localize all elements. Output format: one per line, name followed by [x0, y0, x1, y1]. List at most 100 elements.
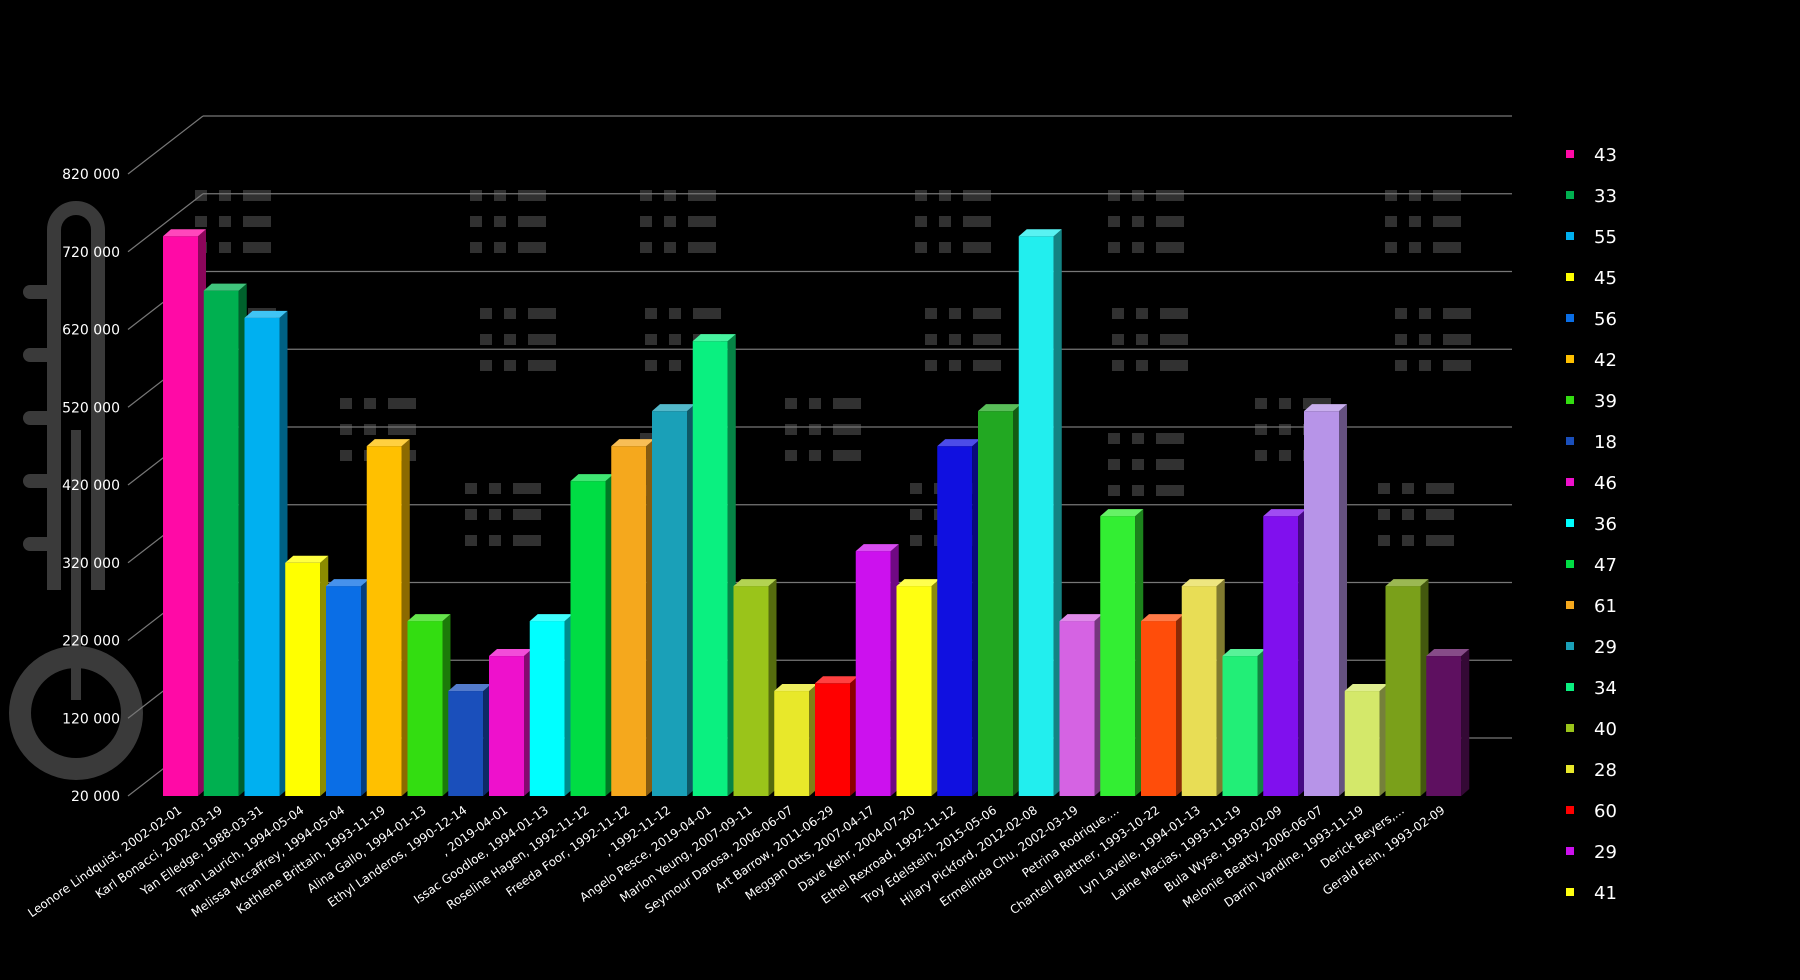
background-pattern-block	[1378, 535, 1390, 546]
bar	[285, 555, 329, 796]
bar-front	[285, 562, 321, 796]
grid-diagonal	[127, 193, 204, 253]
background-pattern-block	[513, 483, 541, 494]
background-pattern-block	[504, 308, 516, 319]
background-pattern-block	[1132, 216, 1144, 227]
legend-label: 45	[1594, 268, 1617, 289]
background-pattern-block	[1426, 483, 1454, 494]
background-pattern-block	[1156, 433, 1184, 444]
background-pattern-block	[1378, 483, 1390, 494]
bar	[1426, 649, 1470, 796]
legend-swatch	[1566, 765, 1574, 773]
bar	[611, 439, 655, 796]
legend-item: 60	[1566, 801, 1617, 822]
legend-swatch	[1566, 150, 1574, 158]
background-pattern-block	[364, 424, 376, 435]
legend-swatch	[1566, 683, 1574, 691]
background-pattern-block	[1108, 485, 1120, 496]
bar-front	[570, 481, 606, 796]
background-pattern-block	[1385, 190, 1397, 201]
background-pattern-block	[963, 216, 991, 227]
bar-front	[1059, 621, 1095, 796]
legend-label: 39	[1594, 391, 1617, 412]
background-pattern-block	[388, 398, 416, 409]
bar-front	[1344, 691, 1380, 796]
background-pattern-block	[939, 190, 951, 201]
bar-top	[1059, 614, 1103, 622]
bar-top	[326, 579, 369, 587]
y-tick-label: 720 000	[62, 245, 120, 261]
bar-top	[937, 439, 981, 447]
background-pattern-block	[693, 308, 721, 319]
legend-swatch	[1566, 806, 1574, 814]
background-pattern-block	[494, 242, 506, 253]
background-pattern-block	[1279, 398, 1291, 409]
bar-front	[1222, 656, 1258, 796]
bar	[448, 684, 492, 796]
background-pattern-block	[1132, 433, 1144, 444]
background-pattern-block	[528, 308, 556, 319]
background-pattern-block	[1156, 216, 1184, 227]
bar-front	[366, 446, 402, 796]
background-pattern-block	[1112, 334, 1124, 345]
background-pattern-block	[219, 216, 231, 227]
background-pattern-block	[688, 190, 716, 201]
y-tick-label: 820 000	[62, 167, 120, 183]
bar-top	[570, 474, 614, 482]
background-pattern-block	[1108, 216, 1120, 227]
legend-item: 18	[1566, 432, 1617, 453]
legend-item: 36	[1566, 514, 1617, 535]
bar-front	[774, 691, 810, 796]
bar-front	[611, 446, 647, 796]
background-pattern-block	[910, 509, 922, 520]
legend-label: 46	[1594, 473, 1617, 494]
y-axis-ticks: 20 000 120 000 220 000 320 000 420 000 520 00…	[62, 167, 120, 805]
background-pattern-block	[489, 535, 501, 546]
legend-swatch	[1566, 560, 1574, 568]
background-pattern-block	[833, 450, 861, 461]
bar-front	[896, 586, 932, 796]
legend-label: 28	[1594, 760, 1617, 781]
legend-item: 39	[1566, 391, 1617, 412]
background-pattern-block	[915, 190, 927, 201]
bar	[1222, 649, 1266, 796]
background-pattern-block	[504, 360, 516, 371]
bar	[937, 439, 981, 796]
background-pattern-block	[364, 398, 376, 409]
legend-label: 29	[1594, 842, 1617, 863]
bar-top	[366, 439, 410, 447]
legend-item: 55	[1566, 227, 1617, 248]
legend-swatch	[1566, 437, 1574, 445]
bar	[1344, 684, 1388, 796]
bar-top	[1304, 404, 1347, 412]
bar-top	[815, 676, 858, 684]
background-pattern-block	[494, 216, 506, 227]
background-pattern-block	[528, 334, 556, 345]
background-pattern-block	[949, 360, 961, 371]
background-pattern-block	[513, 509, 541, 520]
bar-front	[692, 341, 728, 796]
background-pattern-block	[973, 360, 1001, 371]
legend-swatch	[1566, 601, 1574, 609]
legend-label: 60	[1594, 801, 1617, 822]
legend-label: 61	[1594, 596, 1617, 617]
bar-top	[855, 544, 899, 552]
bar-front	[407, 621, 443, 796]
background-pattern-block	[480, 334, 492, 345]
bar-top	[285, 555, 329, 563]
background-pattern-block	[910, 483, 922, 494]
background-pattern-block	[963, 242, 991, 253]
background-pattern-block	[664, 190, 676, 201]
background-pattern-block	[640, 216, 652, 227]
background-pattern-block	[1108, 242, 1120, 253]
background-pattern-block	[1409, 190, 1421, 201]
bar-top	[203, 283, 247, 291]
background-pattern-block	[489, 483, 501, 494]
bar-front	[326, 586, 361, 796]
bar-top	[1426, 649, 1470, 657]
bars	[163, 229, 1470, 796]
bar	[815, 676, 858, 796]
background-pattern-block	[640, 242, 652, 253]
bar-front	[1141, 621, 1176, 796]
legend-item: 33	[1566, 186, 1617, 207]
